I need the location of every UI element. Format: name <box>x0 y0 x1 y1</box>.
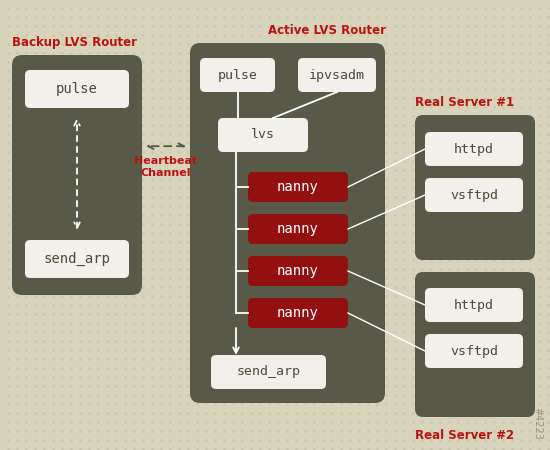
FancyBboxPatch shape <box>25 240 129 278</box>
Text: lvs: lvs <box>251 129 275 141</box>
FancyBboxPatch shape <box>415 115 535 260</box>
Text: Active LVS Router: Active LVS Router <box>267 24 386 37</box>
FancyBboxPatch shape <box>248 214 348 244</box>
Text: httpd: httpd <box>454 143 494 156</box>
FancyBboxPatch shape <box>425 334 523 368</box>
Text: Heartbeat
Channel: Heartbeat Channel <box>134 156 197 178</box>
Text: Real Server #2: Real Server #2 <box>415 429 514 442</box>
Text: nanny: nanny <box>277 180 319 194</box>
Text: vsftpd: vsftpd <box>450 345 498 357</box>
FancyBboxPatch shape <box>248 172 348 202</box>
FancyBboxPatch shape <box>248 256 348 286</box>
FancyBboxPatch shape <box>298 58 376 92</box>
Text: #4223: #4223 <box>532 407 542 440</box>
FancyBboxPatch shape <box>12 55 142 295</box>
FancyBboxPatch shape <box>425 132 523 166</box>
Text: nanny: nanny <box>277 222 319 236</box>
FancyBboxPatch shape <box>425 288 523 322</box>
Text: nanny: nanny <box>277 306 319 320</box>
Text: send_arp: send_arp <box>236 365 300 378</box>
FancyBboxPatch shape <box>415 272 535 417</box>
Text: pulse: pulse <box>217 68 257 81</box>
FancyBboxPatch shape <box>211 355 326 389</box>
Text: Real Server #1: Real Server #1 <box>415 96 514 109</box>
Text: vsftpd: vsftpd <box>450 189 498 202</box>
Text: httpd: httpd <box>454 298 494 311</box>
FancyBboxPatch shape <box>218 118 308 152</box>
FancyBboxPatch shape <box>425 178 523 212</box>
Text: ipvsadm: ipvsadm <box>309 68 365 81</box>
FancyBboxPatch shape <box>248 298 348 328</box>
FancyBboxPatch shape <box>200 58 275 92</box>
Text: pulse: pulse <box>56 82 98 96</box>
Text: Backup LVS Router: Backup LVS Router <box>12 36 137 49</box>
Text: send_arp: send_arp <box>43 252 111 266</box>
FancyBboxPatch shape <box>25 70 129 108</box>
Text: nanny: nanny <box>277 264 319 278</box>
FancyBboxPatch shape <box>190 43 385 403</box>
